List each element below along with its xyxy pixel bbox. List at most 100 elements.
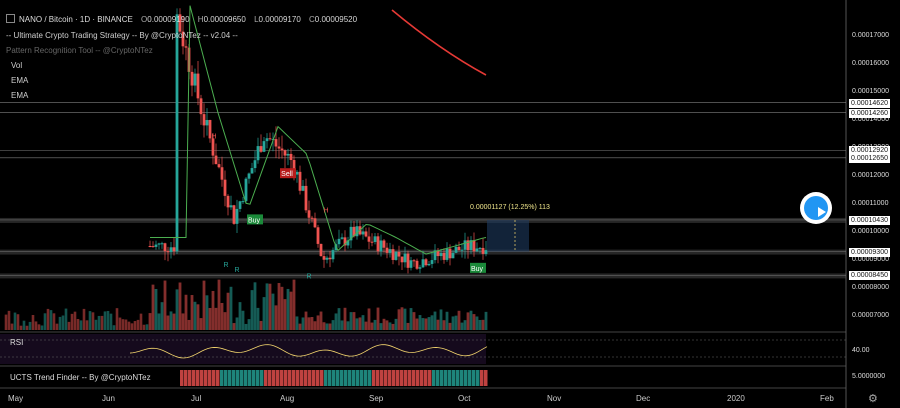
- volume-bar: [448, 322, 452, 330]
- volume-bar: [346, 321, 350, 330]
- volume-bar: [172, 313, 176, 330]
- candle: [220, 167, 224, 180]
- trend-bar: [428, 370, 432, 386]
- candle: [298, 171, 302, 191]
- candle: [283, 150, 287, 156]
- volume-bar: [217, 279, 221, 330]
- gear-icon[interactable]: ⚙: [868, 393, 878, 405]
- volume-bar: [439, 309, 443, 330]
- trend-bar: [244, 370, 248, 386]
- rsi-band: [0, 334, 486, 364]
- candle: [151, 246, 155, 248]
- menu-icon[interactable]: [6, 14, 15, 23]
- symbol-legend: NANO / Bitcoin · 1D · BINANCE O0.0000919…: [6, 14, 357, 25]
- trend-bar: [444, 370, 448, 386]
- volume-bar: [331, 320, 335, 330]
- volume-bar: [109, 313, 113, 330]
- volume-bar: [304, 311, 308, 330]
- volume-bar: [247, 319, 251, 330]
- candle: [169, 247, 173, 253]
- candle: [406, 253, 410, 268]
- trend-bar: [212, 370, 216, 386]
- candle: [178, 14, 182, 32]
- volume-bar: [196, 304, 200, 330]
- candle: [262, 141, 266, 152]
- volume-bar: [184, 294, 188, 330]
- candle: [472, 240, 476, 252]
- volume-bar: [103, 311, 107, 330]
- volume-bar: [205, 295, 209, 330]
- candle: [400, 256, 404, 263]
- candle: [292, 160, 296, 175]
- candle: [232, 205, 236, 224]
- volume-bar: [43, 313, 47, 330]
- candle: [316, 227, 320, 244]
- study-vol[interactable]: Vol: [11, 61, 23, 70]
- volume-bar: [340, 320, 344, 330]
- volume-bar: [460, 322, 464, 330]
- ema-fast-line: [150, 5, 487, 255]
- time-tick: Nov: [547, 394, 562, 403]
- volume-bar: [427, 317, 431, 330]
- trend-bar: [396, 370, 400, 386]
- volume-bar: [406, 322, 410, 330]
- rsi-axis-value: 40.00: [852, 347, 870, 354]
- volume-bar: [424, 318, 428, 330]
- candle: [385, 247, 389, 253]
- symbol-title: NANO / Bitcoin · 1D · BINANCE: [19, 15, 133, 24]
- trend-bar: [260, 370, 264, 386]
- trend-bar: [264, 370, 268, 386]
- volume-bar: [349, 312, 353, 330]
- volume-bar: [64, 308, 68, 330]
- trend-bar: [200, 370, 204, 386]
- candle: [337, 238, 341, 245]
- volume-bar: [10, 323, 14, 330]
- volume-bar: [175, 289, 179, 330]
- volume-bar: [295, 316, 299, 330]
- candle: [286, 153, 290, 156]
- play-icon: [804, 196, 828, 220]
- trend-bar: [424, 370, 428, 386]
- volume-bar: [319, 311, 323, 330]
- ucts-pane-label[interactable]: UCTS Trend Finder -- By @CryptoNTez: [10, 373, 151, 382]
- volume-bar: [214, 307, 218, 330]
- candle: [280, 148, 284, 151]
- candle: [265, 138, 269, 142]
- candle: [481, 247, 485, 254]
- study-ema-1[interactable]: EMA: [11, 76, 29, 85]
- volume-bar: [286, 288, 290, 330]
- measure-box: [487, 219, 529, 252]
- rsi-pane-label[interactable]: RSI: [10, 338, 24, 347]
- candle: [340, 237, 344, 239]
- volume-bar: [67, 321, 71, 330]
- trend-bar: [224, 370, 228, 386]
- play-button[interactable]: [800, 192, 832, 224]
- candle: [370, 241, 374, 243]
- time-tick: Oct: [458, 394, 471, 403]
- candle: [310, 217, 314, 219]
- candle: [241, 201, 245, 203]
- volume-bar: [181, 313, 185, 330]
- study-pattern[interactable]: Pattern Recognition Tool -- @CryptoNTez: [6, 46, 153, 55]
- volume-bar: [82, 308, 86, 330]
- candle: [454, 246, 458, 253]
- trend-bar: [376, 370, 380, 386]
- candle: [415, 260, 419, 269]
- volume-bar: [211, 290, 215, 330]
- candle: [352, 226, 356, 237]
- trend-bar: [184, 370, 188, 386]
- candle: [172, 247, 176, 252]
- trend-bar: [380, 370, 384, 386]
- study-strategy[interactable]: -- Ultimate Crypto Trading Strategy -- B…: [6, 31, 238, 40]
- volume-bar: [481, 319, 485, 330]
- price-tick: 0.00011000: [852, 200, 889, 207]
- high-value: 0.00009650: [203, 15, 246, 24]
- time-tick: 2020: [727, 394, 745, 403]
- marker-h: H: [211, 133, 216, 140]
- volume-bar: [157, 313, 161, 330]
- volume-bar: [271, 293, 275, 330]
- study-ema-2[interactable]: EMA: [11, 91, 29, 100]
- volume-bar: [115, 308, 119, 330]
- time-tick: Feb: [820, 394, 834, 403]
